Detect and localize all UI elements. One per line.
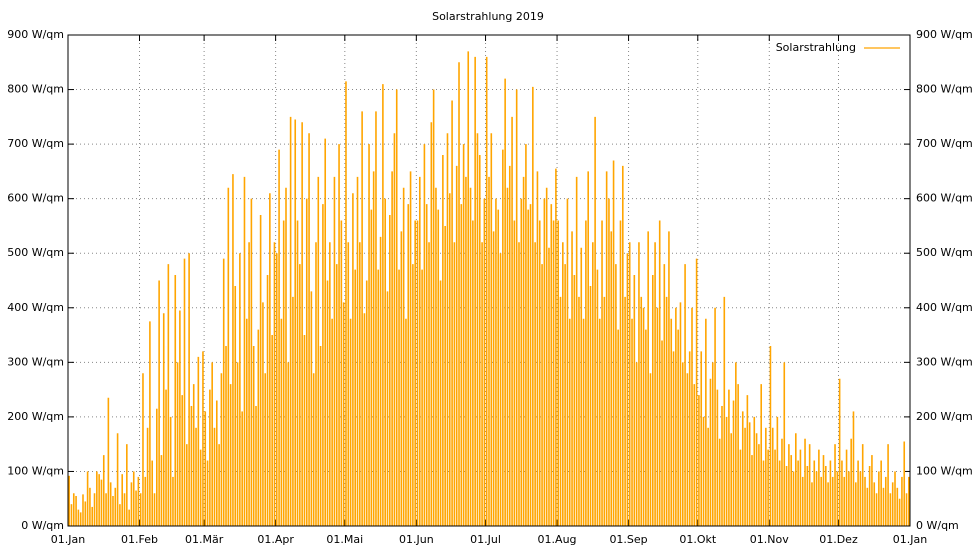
y2-tick-label: 200 W/qm	[916, 410, 973, 423]
y-tick-label: 500 W/qm	[7, 246, 64, 259]
chart-title: Solarstrahlung 2019	[432, 10, 544, 23]
x-tick-label: 01.Mai	[326, 533, 363, 546]
y2-tick-label: 700 W/qm	[916, 137, 973, 150]
x-tick-label: 01.Jan	[893, 533, 927, 546]
y-tick-label: 100 W/qm	[7, 464, 64, 477]
x-tick-label: 01.Mär	[185, 533, 224, 546]
x-tick-label: 01.Jul	[470, 533, 501, 546]
x-tick-label: 01.Dez	[819, 533, 858, 546]
y-tick-label: 900 W/qm	[7, 28, 64, 41]
x-tick-label: 01.Apr	[257, 533, 294, 546]
y2-tick-label: 0 W/qm	[916, 519, 959, 532]
x-tick-label: 01.Jun	[399, 533, 434, 546]
y-tick-label: 300 W/qm	[7, 355, 64, 368]
x-tick-label: 01.Jan	[51, 533, 85, 546]
y-tick-label: 200 W/qm	[7, 410, 64, 423]
x-tick-label: 01.Nov	[750, 533, 789, 546]
y2-tick-label: 500 W/qm	[916, 246, 973, 259]
y2-tick-label: 800 W/qm	[916, 83, 973, 96]
y-tick-label: 600 W/qm	[7, 192, 64, 205]
y2-tick-label: 300 W/qm	[916, 355, 973, 368]
legend-label: Solarstrahlung	[776, 41, 856, 54]
y2-tick-label: 600 W/qm	[916, 192, 973, 205]
x-tick-label: 01.Sep	[609, 533, 647, 546]
plot-frame	[67, 34, 911, 527]
x-tick-label: 01.Okt	[679, 533, 717, 546]
x-tick-label: 01.Feb	[121, 533, 158, 546]
y-tick-label: 800 W/qm	[7, 83, 64, 96]
y2-tick-label: 400 W/qm	[916, 301, 973, 314]
y2-tick-label: 900 W/qm	[916, 28, 973, 41]
y-tick-label: 0 W/qm	[21, 519, 64, 532]
y-tick-label: 700 W/qm	[7, 137, 64, 150]
x-tick-label: 01.Aug	[538, 533, 577, 546]
y2-tick-label: 100 W/qm	[916, 464, 973, 477]
y-tick-label: 400 W/qm	[7, 301, 64, 314]
